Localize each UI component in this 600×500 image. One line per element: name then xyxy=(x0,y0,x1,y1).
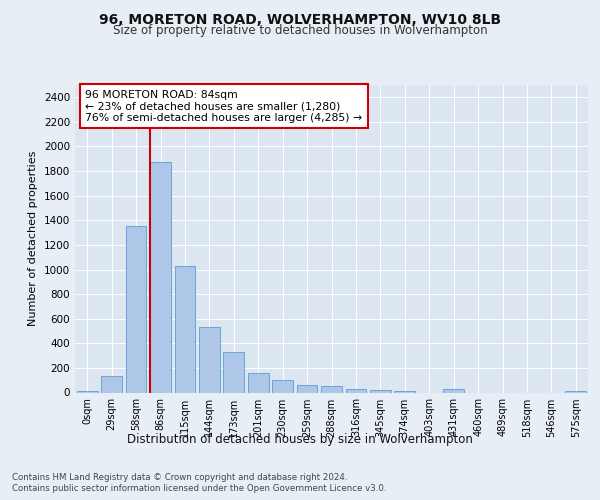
Bar xyxy=(370,390,391,392)
Y-axis label: Number of detached properties: Number of detached properties xyxy=(28,151,38,326)
Bar xyxy=(321,386,342,392)
Bar xyxy=(125,226,146,392)
Bar xyxy=(77,390,98,392)
Bar xyxy=(223,352,244,393)
Text: Contains HM Land Registry data © Crown copyright and database right 2024.: Contains HM Land Registry data © Crown c… xyxy=(12,472,347,482)
Bar xyxy=(272,380,293,392)
Text: Distribution of detached houses by size in Wolverhampton: Distribution of detached houses by size … xyxy=(127,432,473,446)
Text: Size of property relative to detached houses in Wolverhampton: Size of property relative to detached ho… xyxy=(113,24,487,37)
Text: 96 MORETON ROAD: 84sqm
← 23% of detached houses are smaller (1,280)
76% of semi-: 96 MORETON ROAD: 84sqm ← 23% of detached… xyxy=(85,90,362,123)
Bar xyxy=(248,373,269,392)
Bar xyxy=(443,390,464,392)
Bar xyxy=(150,162,171,392)
Bar xyxy=(346,389,367,392)
Bar xyxy=(101,376,122,392)
Bar xyxy=(394,390,415,392)
Bar xyxy=(175,266,196,392)
Bar xyxy=(199,328,220,392)
Bar xyxy=(296,385,317,392)
Text: Contains public sector information licensed under the Open Government Licence v3: Contains public sector information licen… xyxy=(12,484,386,493)
Bar xyxy=(565,390,586,392)
Text: 96, MORETON ROAD, WOLVERHAMPTON, WV10 8LB: 96, MORETON ROAD, WOLVERHAMPTON, WV10 8L… xyxy=(99,12,501,26)
